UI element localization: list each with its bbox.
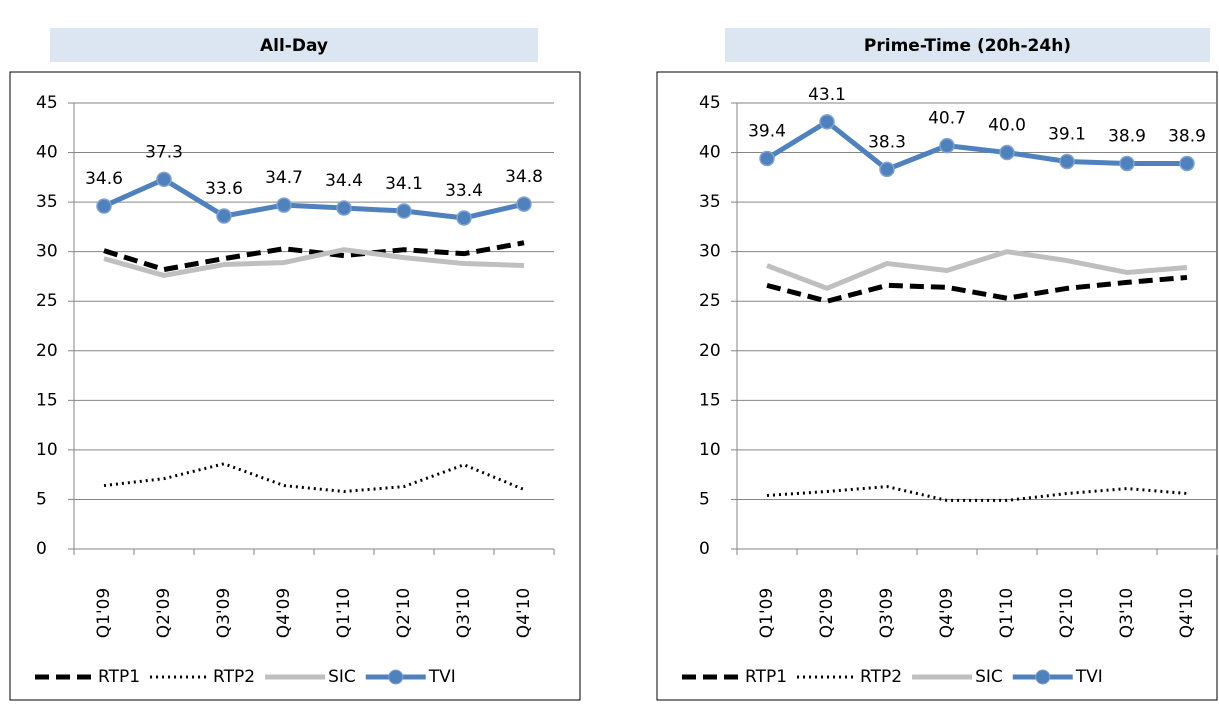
data-label: 34.6 (85, 169, 123, 189)
legend-label: RTP1 (745, 667, 787, 687)
series-line (103, 240, 525, 273)
x-tick-label: Q2'10 (1057, 588, 1077, 639)
chart-border (656, 71, 1218, 701)
x-tick-label: Q1'09 (757, 588, 777, 639)
x-tick-label: Q2'10 (394, 588, 414, 639)
legend-label: TVI (428, 667, 456, 687)
data-label: 39.4 (748, 122, 786, 142)
series-line (766, 485, 1188, 502)
marker (939, 137, 955, 154)
series-line (103, 247, 525, 278)
marker (1179, 155, 1195, 172)
data-label: 38.9 (1108, 126, 1146, 146)
data-label: 37.3 (145, 142, 183, 162)
data-label: 34.1 (385, 174, 423, 194)
legend-label: RTP1 (98, 667, 140, 687)
x-tick-label: Q2'09 (154, 588, 174, 639)
y-tick-label: 5 (699, 489, 710, 509)
y-tick-label: 15 (699, 390, 721, 410)
data-label: 33.4 (445, 181, 483, 201)
marker (336, 200, 352, 216)
x-tick-label: Q3'10 (1117, 588, 1137, 639)
y-tick-label: 30 (699, 242, 721, 262)
y-tick-label: 20 (699, 341, 721, 361)
series-line (103, 462, 525, 494)
marker (819, 114, 835, 130)
legend-label: SIC (328, 667, 356, 687)
marker (396, 203, 412, 219)
y-tick-label: 35 (36, 192, 58, 212)
data-label: 34.7 (265, 168, 303, 188)
y-tick-label: 40 (699, 143, 721, 163)
y-tick-label: 0 (36, 539, 47, 559)
x-tick-label: Q2'09 (817, 588, 837, 639)
chart-panel: All-Day 0 5 10 15 20 25 30 35 40 45 Q1'09 Q2'09 Q3'09… (9, 28, 581, 701)
legend-marker (1035, 669, 1051, 685)
y-tick-label: 0 (699, 539, 710, 559)
series-line (102, 176, 525, 221)
marker (216, 208, 232, 224)
series-line (766, 274, 1188, 304)
legend-label: SIC (975, 667, 1003, 687)
marker (156, 171, 172, 188)
data-label: 33.6 (205, 179, 243, 199)
data-label: 38.3 (868, 132, 906, 152)
x-tick-label: Q3'10 (454, 588, 474, 639)
y-tick-label: 20 (36, 341, 58, 361)
y-tick-label: 40 (36, 143, 58, 163)
legend-label: RTP2 (860, 667, 902, 687)
x-tick-label: Q3'09 (214, 588, 234, 639)
marker (456, 210, 472, 226)
x-tick-label: Q3'09 (877, 588, 897, 639)
marker (276, 197, 292, 213)
data-label: 40.0 (988, 116, 1026, 136)
x-tick-label: Q1'10 (334, 588, 354, 639)
legend-label: RTP2 (213, 667, 255, 687)
data-label: 40.7 (928, 109, 966, 129)
x-tick-label: Q1'10 (997, 588, 1017, 639)
chart-border (9, 71, 581, 701)
marker (759, 150, 775, 167)
chart-title: Prime-Time (20h-24h) (864, 36, 1071, 56)
y-tick-label: 25 (36, 291, 58, 311)
y-tick-label: 35 (699, 192, 721, 212)
y-tick-label: 45 (36, 93, 58, 113)
y-tick-label: 5 (36, 489, 47, 509)
data-label: 34.8 (505, 167, 543, 187)
legend-label: TVI (1075, 667, 1103, 687)
marker (516, 196, 532, 212)
x-tick-label: Q4'09 (274, 588, 294, 639)
data-label: 34.4 (325, 171, 363, 191)
marker (96, 198, 112, 214)
marker (1059, 153, 1075, 170)
data-label: 43.1 (808, 85, 846, 105)
marker (999, 144, 1015, 161)
title-box (725, 28, 1210, 62)
x-tick-label: Q4'09 (937, 588, 957, 639)
chart-title: All-Day (260, 36, 328, 56)
marker (1119, 155, 1135, 172)
data-label: 39.1 (1048, 124, 1086, 144)
y-tick-label: 15 (36, 390, 58, 410)
series-line (765, 119, 1187, 172)
series-line (766, 249, 1188, 291)
y-tick-label: 25 (699, 291, 721, 311)
y-tick-label: 10 (699, 440, 721, 460)
chart-panel: Prime-Time (20h-24h) 0 5 10 15 20 25 30 35 40 45 Q1… (656, 28, 1218, 701)
y-tick-label: 45 (699, 93, 721, 113)
x-tick-label: Q4'10 (514, 588, 534, 639)
data-label: 38.9 (1168, 126, 1206, 146)
x-tick-label: Q4'10 (1177, 588, 1197, 639)
y-tick-label: 10 (36, 440, 58, 460)
title-box (50, 28, 538, 62)
y-tick-label: 30 (36, 242, 58, 262)
marker (879, 161, 895, 178)
legend-marker (388, 669, 404, 685)
x-tick-label: Q1'09 (94, 588, 114, 639)
